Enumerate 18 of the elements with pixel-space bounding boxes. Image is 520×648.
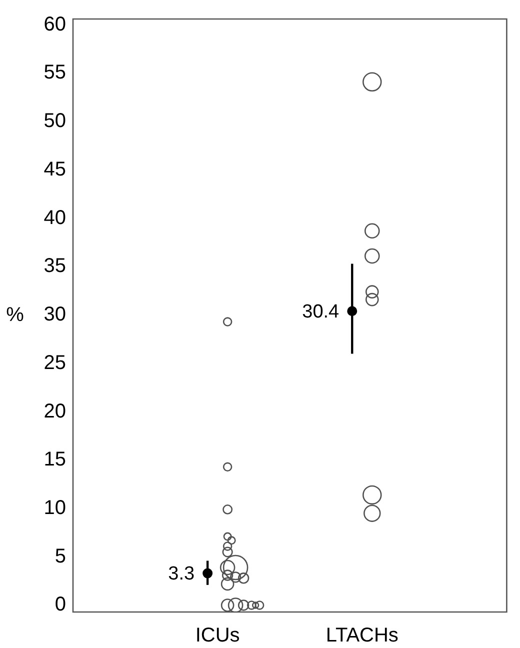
y-tick-label: 50: [44, 110, 66, 132]
y-tick-label: 60: [44, 13, 66, 36]
x-tick-label: LTACHs: [326, 624, 398, 647]
y-tick-label: 15: [44, 448, 66, 471]
y-tick-label: 35: [44, 255, 66, 278]
y-tick-label: 20: [44, 400, 66, 422]
data-label: 3.3: [168, 564, 195, 585]
y-tick-label: 30: [44, 304, 66, 326]
y-tick-label: 55: [44, 62, 66, 84]
y-tick-label: 40: [44, 206, 66, 229]
x-tick-label: ICUs: [195, 624, 240, 647]
y-tick-label: 0: [54, 594, 66, 616]
y-tick-label: 10: [44, 497, 66, 520]
y-axis-title: %: [6, 304, 24, 326]
data-label: 30.4: [302, 301, 340, 322]
y-tick-label: 45: [44, 158, 66, 180]
y-tick-label: 5: [54, 545, 66, 568]
y-tick-label: 25: [44, 352, 66, 374]
